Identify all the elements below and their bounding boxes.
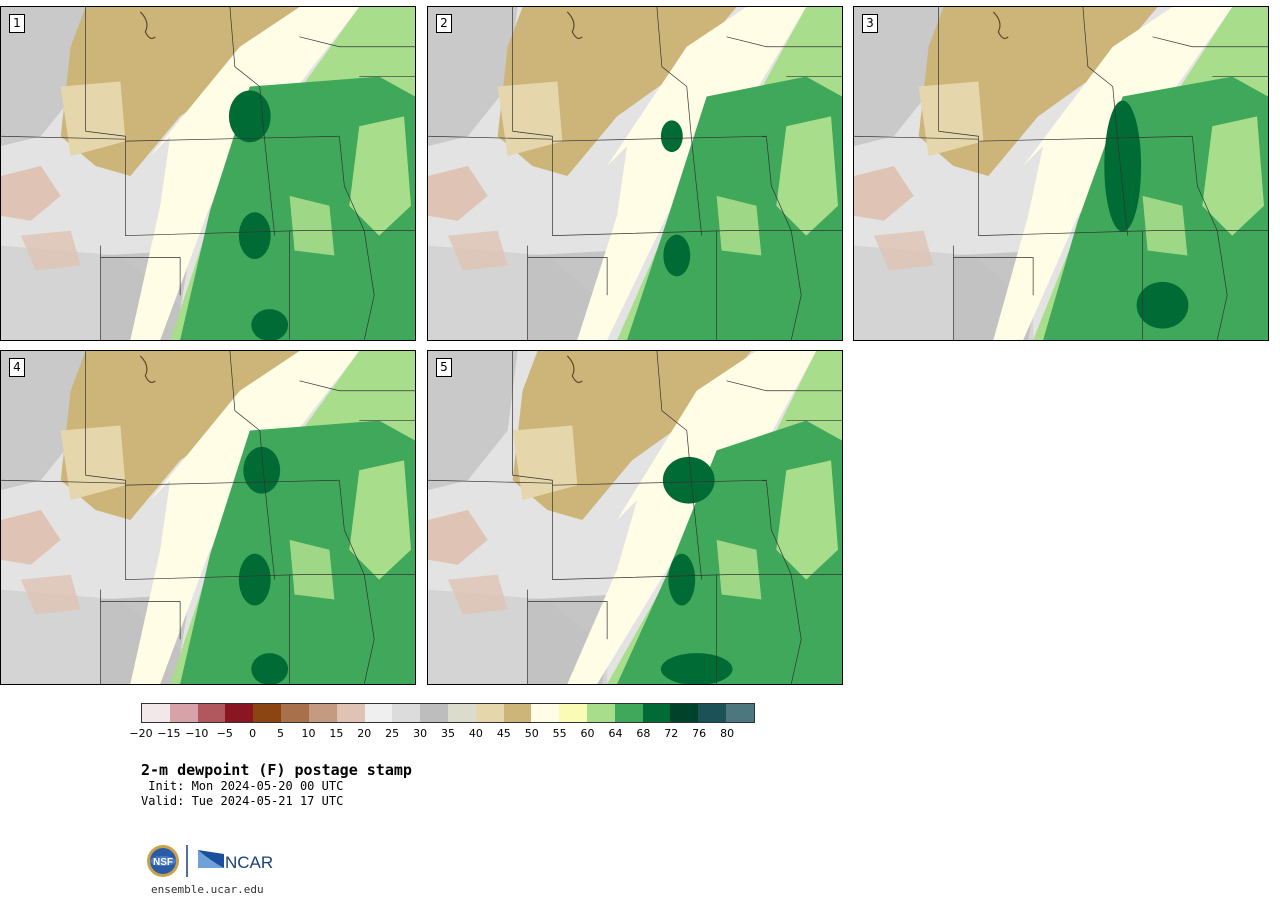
colorbar-swatch <box>308 704 337 722</box>
colorbar-swatch <box>614 704 643 722</box>
colorbar-swatch <box>281 704 309 722</box>
member-number-label: 2 <box>436 14 452 33</box>
colorbar-swatch <box>336 704 365 722</box>
colorbar-tick-label: 60 <box>580 727 595 740</box>
ncar-logo-icon: NCAR <box>198 850 273 872</box>
colorbar-swatch <box>225 704 254 722</box>
colorbar-tick-label: 30 <box>413 727 428 740</box>
colorbar-swatch <box>197 704 226 722</box>
colorbar-tick-label: 10 <box>301 727 316 740</box>
colorbar-tick-label: 20 <box>357 727 372 740</box>
colorbar-tick-label: 5 <box>277 727 285 740</box>
colorbar-tick-label: 55 <box>552 727 567 740</box>
dewpoint-map <box>428 7 842 340</box>
ncar-logo-text: NCAR <box>225 853 273 872</box>
colorbar-tick-label: 80 <box>720 727 735 740</box>
colorbar-swatch <box>253 704 282 722</box>
colorbar-swatch <box>447 704 476 722</box>
nsf-logo-text: NSF <box>153 857 173 868</box>
colorbar-swatch <box>670 704 699 722</box>
ensemble-member-panel-3: 3 <box>853 6 1269 341</box>
colorbar-tick-labels: −20 −15 −10 −5 0 5 10 15 20 25 30 35 40 45 50 55 60 64 68 7… <box>129 727 755 741</box>
colorbar-swatch <box>169 704 198 722</box>
colorbar-tick-label: 50 <box>524 727 539 740</box>
member-number-label: 5 <box>436 358 452 377</box>
ensemble-member-panel-5: 5 <box>427 350 843 685</box>
colorbar-swatch <box>364 704 393 722</box>
nsf-logo-icon: NSF <box>147 845 179 877</box>
colorbar-tick-label: −20 <box>129 727 153 740</box>
colorbar-tick-label: 0 <box>249 727 257 740</box>
colorbar-tick-label: 64 <box>608 727 623 740</box>
colorbar-tick-label: 76 <box>692 727 707 740</box>
colorbar-tick-label: −15 <box>157 727 181 740</box>
colorbar-swatch <box>392 704 421 722</box>
dewpoint-map <box>854 7 1268 340</box>
ensemble-member-panel-4: 4 <box>0 350 416 685</box>
colorbar-swatch <box>559 704 587 722</box>
member-number-label: 4 <box>9 358 25 377</box>
ensemble-member-panel-1: 1 <box>0 6 416 341</box>
colorbar-tick-label: 15 <box>329 727 344 740</box>
colorbar-tick-label: 45 <box>496 727 511 740</box>
colorbar-swatch <box>726 704 754 722</box>
colorbar-tick-label: 35 <box>441 727 455 740</box>
colorbar-tick-label: −10 <box>185 727 209 740</box>
ensemble-member-panel-2: 2 <box>427 6 843 341</box>
dewpoint-map <box>428 351 842 684</box>
colorbar-swatch <box>587 704 615 722</box>
init-time: Init: Mon 2024-05-20 00 UTC <box>141 779 344 793</box>
colorbar-tick-label: 25 <box>385 727 400 740</box>
colorbar-swatch <box>503 704 532 722</box>
valid-time: Valid: Tue 2024-05-21 17 UTC <box>141 794 344 808</box>
colorbar-swatch <box>420 704 448 722</box>
colorbar-swatch <box>642 704 671 722</box>
nsf-ncar-logos: NSF NCAR <box>145 843 275 879</box>
colorbar-swatch <box>698 704 727 722</box>
colorbar-tick-label: 40 <box>468 727 483 740</box>
colorbar-tick-label: 68 <box>636 727 651 740</box>
plot-title: 2-m dewpoint (F) postage stamp <box>141 761 412 779</box>
colorbar-swatch <box>531 704 560 722</box>
colorbar-swatch <box>142 704 170 722</box>
dewpoint-map <box>1 7 415 340</box>
colorbar-tick-label: 72 <box>664 727 679 740</box>
member-number-label: 1 <box>9 14 25 33</box>
member-number-label: 3 <box>862 14 878 33</box>
dewpoint-colorbar <box>141 703 755 723</box>
dewpoint-map <box>1 351 415 684</box>
website-url: ensemble.ucar.edu <box>151 883 264 896</box>
colorbar-tick-label: −5 <box>216 727 233 740</box>
colorbar-swatch <box>475 704 504 722</box>
